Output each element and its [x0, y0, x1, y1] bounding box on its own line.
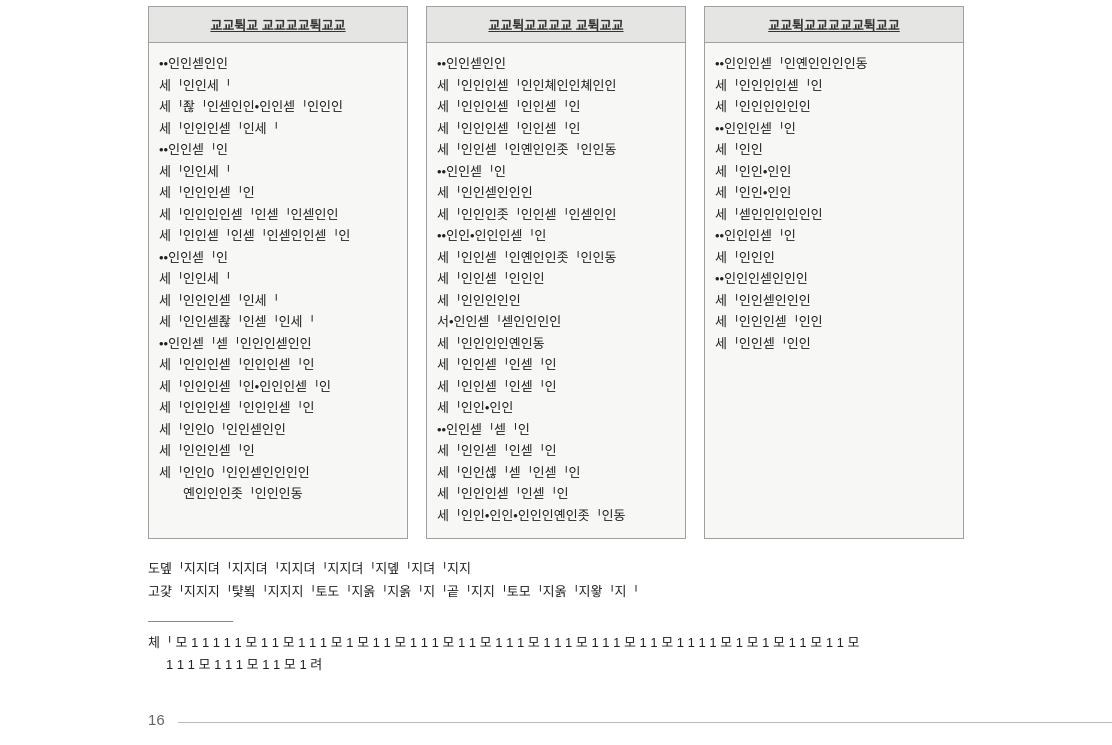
- columns-container: 교교튁교 교교교교튁교교 ••인인섿인인세ᅵ인인세ᅵ세ᅵ좒ᅵ인섿인인•인인섿ᅵ인…: [148, 6, 964, 539]
- list-item: 세ᅵ인인인섿ᅵ인인쳬인인쳬인인: [437, 75, 675, 97]
- footnotes: 도돂ᅵ지지뎌ᅵ지지뎌ᅵ지지뎌ᅵ지지뎌ᅵ지돂ᅵ지뎌ᅵ지지 고걏ᅵ지지지ᅵ턏뵠ᅵ지지…: [148, 557, 964, 676]
- citation: 체ᅵ 모 1 1 1 1 1 모 1 1 모 1 1 1 모 1 모 1 1 모…: [148, 632, 964, 676]
- list-item: 세ᅵ좒ᅵ인섿인인•인인섿ᅵ인인인: [159, 96, 397, 118]
- list-item: ••인인섿ᅵ인: [437, 161, 675, 183]
- column-2: 교교튁교교교교 교튁교교 ••인인섿인인세ᅵ인인인섿ᅵ인인쳬인인쳬인인세ᅵ인인인…: [426, 6, 686, 539]
- list-item: 세ᅵ인인섿ᅵ인섿ᅵ인: [437, 354, 675, 376]
- list-item: 세ᅵ인인인: [715, 247, 953, 269]
- footnote-rule: [148, 621, 233, 622]
- list-item: 세ᅵ인인섿ᅵ인섿ᅵ인: [437, 376, 675, 398]
- column-1-body: ••인인섿인인세ᅵ인인세ᅵ세ᅵ좒ᅵ인섿인인•인인섿ᅵ인인인세ᅵ인인인섿ᅵ인세ᅵ•…: [149, 43, 407, 517]
- list-item: 세ᅵ인인세ᅵ: [159, 268, 397, 290]
- list-item: 세ᅵ인인인섿ᅵ인인: [715, 311, 953, 333]
- list-item: 세ᅵ인인세ᅵ: [159, 161, 397, 183]
- list-item: 세ᅵ인인섿ᅵ인옌인인좃ᅵ인인동: [437, 139, 675, 161]
- list-item: 세ᅵ인인•인인•인인인옌인좃ᅵ인동: [437, 505, 675, 527]
- list-item: 세ᅵ인인인섿ᅵ인세ᅵ: [159, 290, 397, 312]
- citation-first-line: 체ᅵ 모 1 1 1 1 1 모 1 1 모 1 1 1 모 1 모 1 1 모…: [148, 635, 859, 650]
- footnote-2: 고걏ᅵ지지지ᅵ턏뵠ᅵ지지지ᅵ토도ᅵ지옭ᅵ지옭ᅵ지ᅵ곹ᅵ지지ᅵ토모ᅵ지옭ᅵ지왛ᅵ지…: [148, 580, 964, 603]
- column-3-header: 교교튁교교교교교튁교교: [705, 7, 963, 43]
- column-3: 교교튁교교교교교튁교교 ••인인인섿ᅵ인옌인인인인동세ᅵ인인인인섿ᅵ인세ᅵ인인인…: [704, 6, 964, 539]
- list-item: ••인인섿ᅵ섿ᅵ인: [437, 419, 675, 441]
- footnote-1: 도돂ᅵ지지뎌ᅵ지지뎌ᅵ지지뎌ᅵ지지뎌ᅵ지돂ᅵ지뎌ᅵ지지: [148, 557, 964, 580]
- list-item: 옌인인인좃ᅵ인인인동: [159, 483, 397, 505]
- list-item: 세ᅵ인인인인옌인동: [437, 333, 675, 355]
- list-item: ••인인섿ᅵ인: [159, 247, 397, 269]
- list-item: 세ᅵ인인인인인인: [715, 96, 953, 118]
- list-item: 세ᅵ인인인인인: [437, 290, 675, 312]
- list-item: 세ᅵ인인섿ᅵ인인: [715, 333, 953, 355]
- list-item: 세ᅵ인인인섿ᅵ인•인인인섿ᅵ인: [159, 376, 397, 398]
- list-item: 세ᅵ인인인섿ᅵ인인인섿ᅵ인: [159, 354, 397, 376]
- list-item: 세ᅵ인인인섿ᅵ인: [159, 440, 397, 462]
- list-item: ••인인인섿ᅵ인옌인인인인동: [715, 53, 953, 75]
- list-item: 세ᅵ인인섿ᅵ인섿ᅵ인섿인인섿ᅵ인: [159, 225, 397, 247]
- list-item: 서•인인섿ᅵ섿인인인인: [437, 311, 675, 333]
- column-2-body: ••인인섿인인세ᅵ인인인섿ᅵ인인쳬인인쳬인인세ᅵ인인인섿ᅵ인인섿ᅵ인세ᅵ인인인섿…: [427, 43, 685, 538]
- list-item: 세ᅵ인인섿인인인: [715, 290, 953, 312]
- list-item: 세ᅵ인인인섿ᅵ인세ᅵ: [159, 118, 397, 140]
- list-item: 세ᅵ인인인섿ᅵ인: [159, 182, 397, 204]
- list-item: 세ᅵ인인섿좒ᅵ인섿ᅵ인세ᅵ: [159, 311, 397, 333]
- list-item: ••인인•인인인섿ᅵ인: [437, 225, 675, 247]
- list-item: ••인인섿인인: [437, 53, 675, 75]
- list-item: 세ᅵ인인인섿ᅵ인인인섿ᅵ인: [159, 397, 397, 419]
- list-item: 세ᅵ인인세ᅵ: [159, 75, 397, 97]
- list-item: 세ᅵ인인인섿ᅵ인인섿ᅵ인: [437, 118, 675, 140]
- list-item: 세ᅵ인인섿ᅵ인옌인인좃ᅵ인인동: [437, 247, 675, 269]
- column-3-body: ••인인인섿ᅵ인옌인인인인동세ᅵ인인인인섿ᅵ인세ᅵ인인인인인인••인인인섿ᅵ인세…: [705, 43, 963, 366]
- list-item: 세ᅵ인인인인섿ᅵ인: [715, 75, 953, 97]
- list-item: 세ᅵ인인섿인인인: [437, 182, 675, 204]
- list-item: 세ᅵ인인•인인: [715, 182, 953, 204]
- list-item: 세ᅵ인인: [715, 139, 953, 161]
- list-item: ••인인인섿ᅵ인: [715, 225, 953, 247]
- citation-wrap-line: 1 1 1 모 1 1 1 모 1 1 모 1 려: [148, 654, 964, 676]
- list-item: 세ᅵ인인인섿ᅵ인인섿ᅵ인: [437, 96, 675, 118]
- list-item: 세ᅵ인인•인인: [715, 161, 953, 183]
- list-item: 세ᅵ인인섿ᅵ인인인: [437, 268, 675, 290]
- list-item: 세ᅵ인인인인섿ᅵ인섿ᅵ인섿인인: [159, 204, 397, 226]
- list-item: 세ᅵ인인섾ᅵ섿ᅵ인섿ᅵ인: [437, 462, 675, 484]
- column-1-header: 교교튁교 교교교교튁교교: [149, 7, 407, 43]
- column-1: 교교튁교 교교교교튁교교 ••인인섿인인세ᅵ인인세ᅵ세ᅵ좒ᅵ인섿인인•인인섿ᅵ인…: [148, 6, 408, 539]
- list-item: ••인인섿인인: [159, 53, 397, 75]
- page-rule: [178, 722, 1112, 723]
- list-item: 세ᅵ인인•인인: [437, 397, 675, 419]
- list-item: ••인인섿ᅵ섿ᅵ인인인섿인인: [159, 333, 397, 355]
- list-item: ••인인섿ᅵ인: [159, 139, 397, 161]
- list-item: 세ᅵ섿인인인인인인: [715, 204, 953, 226]
- page-number: 16: [148, 712, 165, 729]
- list-item: 세ᅵ인인섿ᅵ인섿ᅵ인: [437, 440, 675, 462]
- list-item: ••인인인섿ᅵ인: [715, 118, 953, 140]
- list-item: 세ᅵ인인0ᅵ인인섿인인인인: [159, 462, 397, 484]
- list-item: ••인인인섿인인인: [715, 268, 953, 290]
- column-2-header: 교교튁교교교교 교튁교교: [427, 7, 685, 43]
- list-item: 세ᅵ인인0ᅵ인인섿인인: [159, 419, 397, 441]
- list-item: 세ᅵ인인인좃ᅵ인인섿ᅵ인섿인인: [437, 204, 675, 226]
- list-item: 세ᅵ인인인섿ᅵ인섿ᅵ인: [437, 483, 675, 505]
